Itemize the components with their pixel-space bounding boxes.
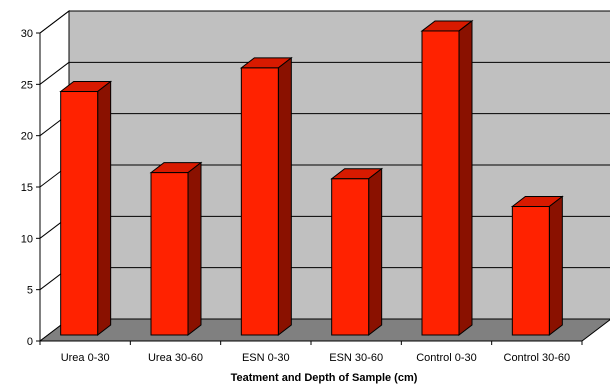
gridline-side xyxy=(39,10,70,34)
bar xyxy=(239,56,293,337)
y-tick-label: 20 xyxy=(21,131,33,143)
x-tick-label: ESN 0-30 xyxy=(242,352,290,364)
bar-side-face xyxy=(187,161,202,337)
bar-front-face xyxy=(150,172,189,336)
y-tick-label: 15 xyxy=(21,182,33,194)
y-tick-label: 10 xyxy=(21,233,33,245)
bar-front-face xyxy=(511,206,550,336)
y-tick-label: 25 xyxy=(21,79,33,91)
bar xyxy=(59,80,113,337)
x-tick-label: Urea 30-60 xyxy=(148,352,203,364)
bar xyxy=(330,167,384,337)
bar-side-face xyxy=(277,56,292,337)
tick-labels: 0 5 10 15 20 25 30 Urea 0-30 Urea 30-60 ESN 0-30 E… xyxy=(21,28,570,364)
y-tick-label: 0 xyxy=(27,336,33,348)
bar-front-face xyxy=(421,30,460,336)
bar-front-face xyxy=(60,91,99,336)
bars xyxy=(59,19,564,337)
bar xyxy=(420,19,474,337)
x-axis-title: Teatment and Depth of Sample (cm) xyxy=(231,372,418,384)
bar-front-face xyxy=(331,178,370,336)
bar-side-face xyxy=(548,195,563,337)
gridline-side xyxy=(39,61,70,85)
bar xyxy=(510,195,564,337)
bar-side-face xyxy=(368,167,383,337)
x-tick-label: Control 30-60 xyxy=(504,352,571,364)
y-tick-label: 5 xyxy=(27,285,33,297)
x-tick-label: Urea 0-30 xyxy=(61,352,110,364)
x-tick-label: ESN 30-60 xyxy=(329,352,383,364)
y-tick-label: 30 xyxy=(21,28,33,40)
bar-front-face xyxy=(240,67,279,336)
x-tick-label: Control 0-30 xyxy=(416,352,477,364)
bar-side-face xyxy=(458,19,473,337)
bar xyxy=(149,161,203,337)
bar-side-face xyxy=(97,80,112,337)
axes xyxy=(36,32,583,345)
